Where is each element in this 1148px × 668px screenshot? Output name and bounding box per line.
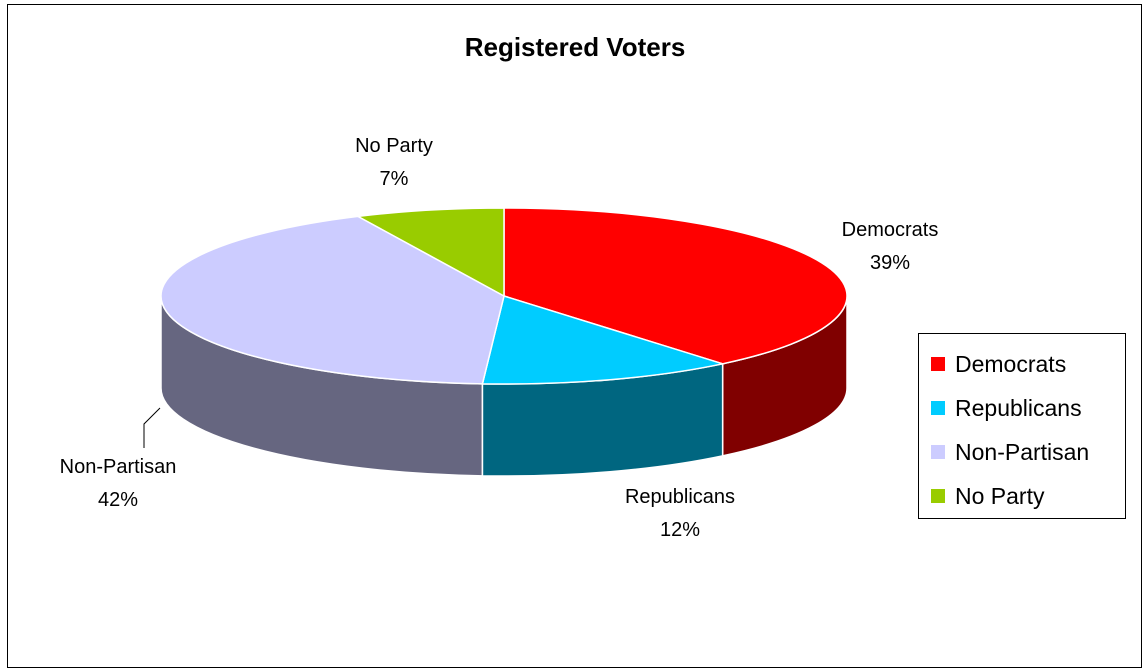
data-label-name: Democrats (842, 219, 939, 241)
pie-slice-republicans (481, 295, 726, 385)
legend: Democrats Republicans Non-Partisan No Party (918, 333, 1126, 519)
legend-label: Non-Partisan (955, 438, 1090, 465)
legend-swatch (931, 445, 945, 459)
legend-label: Republicans (955, 394, 1082, 421)
leader-line-non-partisan (143, 407, 161, 448)
chart-title: Registered Voters (464, 32, 686, 62)
legend-item-republicans: Republicans (919, 386, 1125, 430)
legend-label: Democrats (955, 350, 1067, 377)
pie-slice-no-party (355, 207, 505, 298)
legend-item-democrats: Democrats (919, 342, 1125, 386)
data-label-value: 7% (380, 168, 409, 190)
legend-label: No Party (955, 482, 1045, 509)
legend-item-no-party: No Party (919, 474, 1125, 518)
data-label-name: Republicans (625, 486, 735, 508)
data-label-value: 42% (98, 489, 138, 511)
pie-slice-democrats (503, 207, 848, 365)
data-label-non-partisan: Non-Partisan 42% (60, 456, 177, 511)
data-label-value: 39% (870, 252, 910, 274)
data-label-name: Non-Partisan (60, 456, 177, 478)
data-label-no-party: No Party 7% (355, 135, 433, 190)
legend-item-non-partisan: Non-Partisan (919, 430, 1125, 474)
pie-slice-non-partisan (160, 215, 505, 385)
legend-swatch (931, 401, 945, 415)
data-label-name: No Party (355, 135, 433, 157)
legend-swatch (931, 357, 945, 371)
data-label-value: 12% (660, 519, 700, 541)
data-label-republicans: Republicans 12% (625, 486, 735, 541)
legend-swatch (931, 489, 945, 503)
data-label-democrats: Democrats 39% (842, 219, 939, 274)
